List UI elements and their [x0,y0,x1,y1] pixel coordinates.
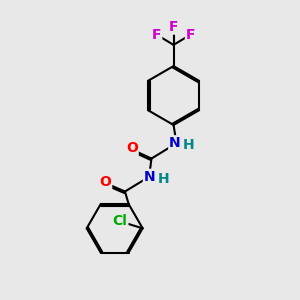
Text: N: N [169,136,181,150]
Text: O: O [99,175,111,189]
Text: N: N [144,170,155,184]
Text: O: O [126,141,138,155]
Text: Cl: Cl [112,214,128,228]
Text: H: H [183,138,195,152]
Text: F: F [152,28,161,42]
Text: F: F [186,28,195,42]
Text: F: F [169,20,178,34]
Text: H: H [158,172,170,186]
